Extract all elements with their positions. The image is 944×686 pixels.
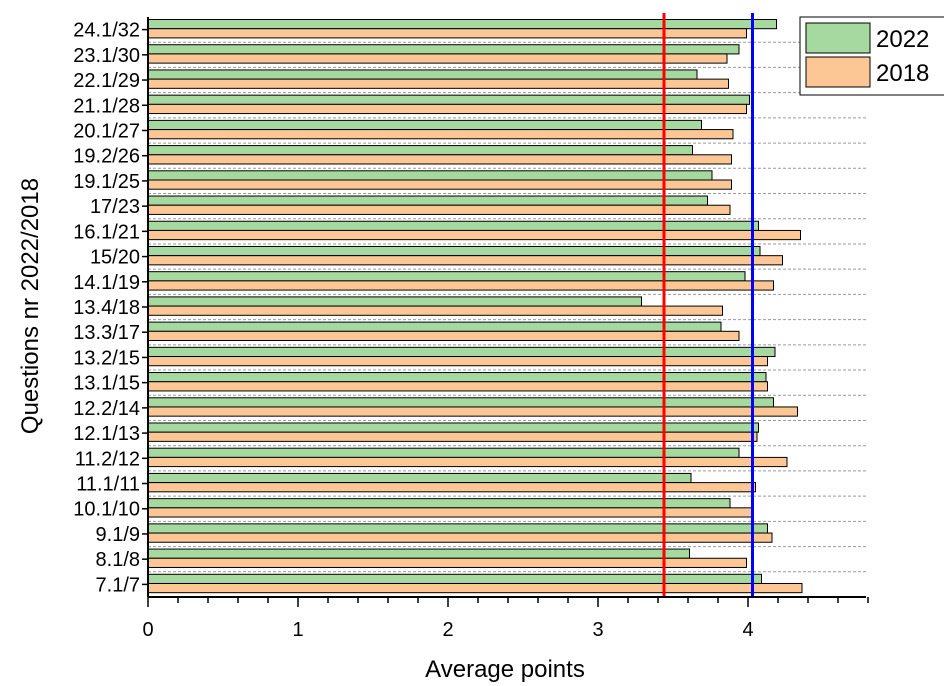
y-tick-label: 9.1/9 <box>96 524 140 546</box>
y-tick-label: 19.2/26 <box>73 146 140 168</box>
bar-2022-14.1/19 <box>147 271 746 282</box>
bar-2022-24.1/32 <box>147 19 777 30</box>
x-tick-label: 1 <box>292 619 303 641</box>
bar-2022-19.2/26 <box>147 145 693 156</box>
bar-2022-20.1/27 <box>147 119 702 131</box>
y-tick-label: 11.2/12 <box>75 448 140 470</box>
y-tick-label: 22.1/29 <box>73 70 140 92</box>
bar-2022-23.1/30 <box>147 44 740 55</box>
x-axis-title: Average points <box>425 656 585 683</box>
y-tick-label: 21.1/28 <box>73 95 140 117</box>
legend: 2022 2018 <box>799 16 944 96</box>
bar-2022-17/23 <box>147 195 708 206</box>
bar-2022-13.2/15 <box>147 346 776 358</box>
bar-2022-21.1/28 <box>147 94 750 105</box>
bar-2018-13.1/15 <box>147 381 768 392</box>
y-tick-label: 13.1/15 <box>73 373 140 395</box>
y-tick-label: 15/20 <box>90 247 140 269</box>
y-tick-label: 7.1/7 <box>96 574 140 596</box>
bar-2018-9.1/9 <box>147 532 773 543</box>
bar-2022-13.4/18 <box>147 296 642 307</box>
y-tick-label: 16.1/21 <box>73 221 140 243</box>
bar-2022-11.2/12 <box>147 447 740 458</box>
y-tick-label: 12.2/14 <box>73 398 140 420</box>
bar-2018-13.4/18 <box>147 305 723 316</box>
bars <box>147 19 803 594</box>
y-tick-label: 13.4/18 <box>73 297 140 319</box>
y-tick-label: 17/23 <box>90 196 140 218</box>
bar-2018-11.2/12 <box>147 456 788 468</box>
bar-2022-9.1/9 <box>147 523 768 534</box>
bar-2022-8.1/8 <box>147 548 690 559</box>
bar-2022-12.2/14 <box>147 397 774 408</box>
x-tick-label: 0 <box>142 619 153 641</box>
bar-2022-16.1/21 <box>147 220 759 231</box>
bar-2018-24.1/32 <box>147 28 747 39</box>
y-tick-label: 8.1/8 <box>96 549 140 571</box>
bar-2022-22.1/29 <box>147 69 698 80</box>
y-tick-label: 19.1/25 <box>73 171 140 193</box>
bar-2022-19.1/25 <box>147 170 713 181</box>
bar-2018-15/20 <box>147 255 783 266</box>
bar-2018-13.2/15 <box>147 356 768 367</box>
y-tick-label: 14.1/19 <box>73 272 140 294</box>
bar-2022-7.1/7 <box>147 573 762 584</box>
x-tick-labels: 0 1 2 3 4 <box>142 619 753 641</box>
x-tick-label: 3 <box>592 619 603 641</box>
bar-2022-11.1/11 <box>147 472 692 484</box>
bar-2022-10.1/10 <box>147 498 731 509</box>
legend-label-2018: 2018 <box>876 60 929 87</box>
y-tick-labels: 24.1/32 23.1/30 22.1/29 21.1/28 20.1/27 19.2/… <box>73 20 140 597</box>
bar-2022-12.1/13 <box>147 422 759 433</box>
y-tick-label: 20.1/27 <box>73 120 140 142</box>
x-tick-label: 2 <box>442 619 453 641</box>
bar-2018-20.1/27 <box>147 129 734 140</box>
legend-swatch-2018 <box>805 56 871 88</box>
bar-2018-21.1/28 <box>147 103 747 115</box>
y-tick-label: 10.1/10 <box>73 499 140 521</box>
bar-2018-8.1/8 <box>147 557 747 568</box>
bar-2018-19.1/25 <box>147 179 732 190</box>
bar-2018-13.3/17 <box>147 330 740 342</box>
bar-2018-22.1/29 <box>147 78 729 89</box>
legend-swatch-2022 <box>805 22 871 54</box>
legend-label-2022: 2022 <box>876 26 929 53</box>
bar-2018-7.1/7 <box>147 582 803 594</box>
y-tick-label: 13.3/17 <box>73 322 140 344</box>
x-tick-label: 4 <box>742 619 753 641</box>
bar-2018-14.1/19 <box>147 280 774 291</box>
y-tick-label: 12.1/13 <box>73 423 140 445</box>
bar-2022-13.1/15 <box>147 372 767 383</box>
bar-2018-12.1/13 <box>147 431 758 442</box>
bar-2018-23.1/30 <box>147 53 728 64</box>
bar-2018-16.1/21 <box>147 229 801 241</box>
y-tick-label: 23.1/30 <box>73 45 140 67</box>
y-tick-label: 13.2/15 <box>73 347 140 369</box>
bar-2018-12.2/14 <box>147 406 798 417</box>
bar-2018-10.1/10 <box>147 507 753 518</box>
y-tick-label: 11.1/11 <box>76 474 140 496</box>
bar-2022-13.3/17 <box>147 321 722 332</box>
bar-2018-17/23 <box>147 204 731 215</box>
y-tick-label: 24.1/32 <box>73 20 140 42</box>
reference-lines <box>662 13 754 597</box>
y-axis-title: Questions nr 2022/2018 <box>17 178 44 434</box>
bar-2018-19.2/26 <box>147 154 732 165</box>
bar-2022-15/20 <box>147 245 761 257</box>
axes <box>142 17 869 607</box>
